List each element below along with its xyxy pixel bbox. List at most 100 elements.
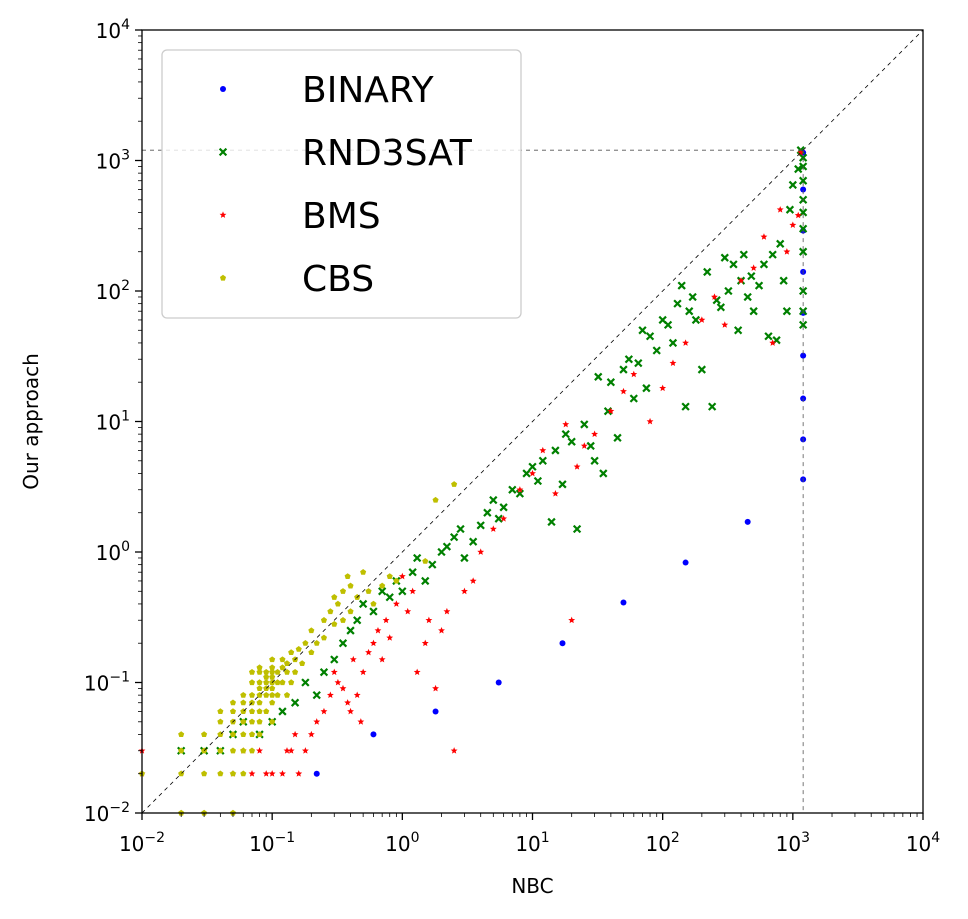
data-point [562, 420, 570, 428]
data-point [776, 239, 785, 248]
axes: 10−2 10−1 100 101 102 103 10410−210−1100101102… [84, 17, 940, 856]
data-point [330, 668, 338, 676]
data-point [338, 639, 348, 648]
data-point [495, 679, 502, 686]
data-point [708, 402, 717, 411]
data-point [313, 640, 320, 646]
tick-base: 10 [776, 832, 801, 856]
legend-marker [218, 147, 228, 157]
data-point [559, 640, 566, 647]
data-point [398, 587, 407, 596]
data-point [357, 718, 365, 725]
legend-item-rnd3sat: RND3SAT [218, 133, 473, 174]
data-point [290, 698, 300, 707]
data-point [248, 679, 256, 686]
data-point [432, 496, 439, 503]
data-point [248, 770, 256, 777]
data-point [313, 770, 320, 777]
data-point [229, 731, 237, 738]
data-point [567, 437, 576, 446]
data-point [229, 699, 237, 706]
data-point [248, 731, 256, 738]
data-point [201, 731, 208, 738]
data-point [682, 559, 689, 566]
data-point [279, 679, 286, 686]
series-cbs [138, 481, 458, 816]
data-point [711, 293, 718, 300]
data-point [539, 446, 547, 454]
data-point [269, 699, 276, 706]
tick-exponent: 1 [121, 409, 130, 425]
data-point [620, 387, 627, 395]
data-point [572, 524, 582, 534]
data-point [645, 332, 655, 341]
data-point [460, 553, 469, 563]
data-point [256, 679, 263, 686]
tick-base: 10 [515, 832, 540, 856]
data-point [606, 378, 616, 387]
data-point [283, 660, 291, 667]
data-point [256, 747, 263, 754]
data-point [248, 708, 256, 715]
data-point [658, 315, 667, 325]
data-point [262, 770, 270, 777]
y-tick-label: 104 [96, 17, 130, 43]
data-point [800, 186, 807, 193]
data-point [386, 634, 394, 641]
legend-item-bms: BMS [219, 196, 381, 237]
data-point [516, 486, 524, 493]
data-point [747, 271, 756, 281]
data-point [586, 441, 595, 451]
data-point [494, 514, 503, 523]
data-point [240, 747, 247, 754]
data-point [330, 655, 339, 664]
data-point [331, 620, 338, 627]
data-point [451, 481, 458, 487]
data-point [358, 599, 368, 609]
data-point [291, 730, 299, 738]
data-point [789, 221, 797, 228]
tick-exponent: 0 [121, 539, 130, 555]
data-point [283, 747, 291, 754]
data-point [248, 747, 256, 754]
data-point [312, 690, 321, 700]
data-point [698, 316, 706, 323]
data-point [269, 668, 276, 675]
data-point [776, 206, 784, 213]
x-tick-label: 101 [515, 830, 549, 856]
data-point [409, 587, 417, 595]
data-point [669, 359, 677, 367]
legend-marker [220, 86, 226, 92]
data-point [378, 587, 387, 596]
data-point [798, 208, 808, 217]
data-point [283, 668, 291, 675]
data-point [353, 616, 362, 625]
data-point [782, 307, 792, 316]
data-point [533, 476, 543, 486]
data-point [768, 250, 777, 259]
data-point [370, 600, 377, 607]
tick-base: 10 [906, 832, 931, 856]
data-point [344, 699, 352, 706]
data-point [248, 668, 256, 675]
data-point [256, 668, 263, 675]
data-point [798, 320, 808, 330]
data-point [794, 211, 802, 219]
data-point [522, 469, 531, 478]
series-rnd3sat [177, 146, 808, 755]
data-point [256, 685, 263, 692]
data-point [659, 384, 667, 392]
data-point [240, 718, 247, 725]
data-point [269, 685, 276, 692]
legend-label: RND3SAT [302, 133, 473, 174]
data-point [619, 365, 628, 374]
data-point [759, 260, 769, 269]
data-point [320, 617, 328, 623]
x-tick-label: 103 [776, 830, 810, 856]
data-point [568, 616, 576, 624]
data-point [681, 402, 690, 411]
data-point [359, 668, 367, 676]
data-point [489, 495, 498, 505]
data-point [217, 770, 224, 777]
legend-box [161, 49, 522, 319]
